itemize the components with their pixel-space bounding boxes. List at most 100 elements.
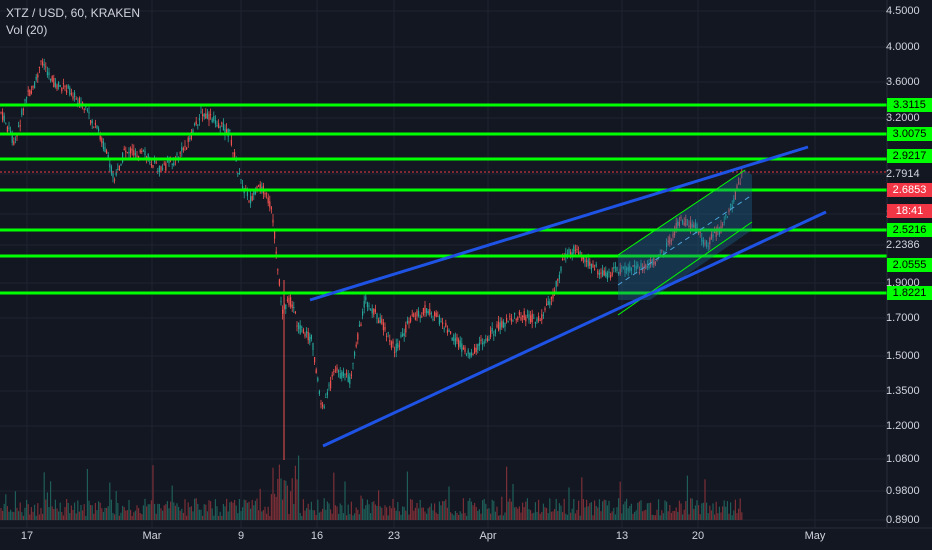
- volume-bar: [61, 511, 63, 520]
- volume-bar: [112, 512, 114, 520]
- candle-body: [270, 207, 272, 210]
- volume-bar: [514, 507, 516, 520]
- y-tick: 2.7914: [886, 168, 920, 180]
- candle-body: [685, 218, 687, 226]
- candle-body: [355, 344, 357, 347]
- candle-body: [114, 179, 116, 181]
- volume-bar: [464, 512, 466, 520]
- volume-bar: [42, 513, 44, 520]
- volume-bar: [318, 512, 320, 520]
- candle-body: [0, 112, 2, 114]
- symbol-title[interactable]: XTZ / USD, 60, KRAKEN: [6, 6, 141, 20]
- volume-bar: [338, 513, 340, 520]
- volume-bar: [414, 507, 416, 520]
- candle-body: [91, 120, 93, 124]
- volume-bar: [27, 504, 29, 520]
- candle-body: [573, 246, 575, 254]
- volume-bar: [182, 512, 184, 520]
- candle-body: [38, 66, 40, 68]
- candle-body: [133, 150, 135, 156]
- candle-body: [232, 152, 234, 154]
- volume-bar: [472, 505, 474, 520]
- volume-bar: [576, 509, 578, 520]
- volume-bar: [205, 504, 207, 520]
- candle-body: [546, 303, 548, 306]
- candle-body: [194, 123, 196, 125]
- candle-body: [619, 268, 621, 275]
- candle-body: [490, 330, 492, 337]
- volume-bar: [26, 499, 28, 520]
- candle-body: [90, 120, 92, 124]
- volume-bar: [102, 511, 104, 520]
- candle-body: [674, 229, 676, 236]
- volume-bar: [419, 499, 421, 520]
- volume-bar: [302, 499, 304, 520]
- volume-bar: [267, 506, 269, 520]
- candle-body: [456, 337, 458, 342]
- candle-body: [72, 96, 74, 99]
- volume-bar: [77, 500, 79, 520]
- candle-body: [582, 256, 584, 260]
- candle-body: [18, 126, 20, 128]
- volume-bar: [192, 511, 194, 520]
- candle-body: [320, 402, 322, 405]
- volume-bar: [474, 502, 476, 520]
- volume-bar: [350, 501, 352, 520]
- blue-trend-lines[interactable]: [309, 145, 827, 448]
- candle-body: [11, 135, 13, 143]
- volume-bar: [568, 487, 570, 520]
- volume-bar: [642, 511, 644, 520]
- volume-bar: [262, 510, 264, 520]
- volume-indicator-title[interactable]: Vol (20): [6, 23, 48, 37]
- candle-body: [493, 334, 495, 336]
- candle-body: [299, 325, 301, 334]
- candle-body: [197, 124, 199, 126]
- volume-bar: [70, 505, 72, 520]
- candle-body: [198, 118, 200, 121]
- volume-bar: [210, 501, 212, 520]
- candle-body: [269, 201, 271, 208]
- candle-body: [411, 314, 413, 316]
- volume-bar: [53, 508, 55, 520]
- volume-bar: [206, 511, 208, 520]
- volume-bar: [509, 498, 511, 520]
- candle-body: [677, 221, 679, 226]
- candle-body: [451, 337, 453, 341]
- volume-bar: [198, 509, 200, 520]
- candle-body: [328, 384, 330, 386]
- candle-body: [670, 240, 672, 242]
- volume-bar: [243, 499, 245, 520]
- volume-bar: [539, 513, 541, 520]
- x-tick: 23: [387, 530, 401, 542]
- candle-body: [322, 404, 324, 407]
- candle-body: [234, 152, 236, 157]
- candle-body: [739, 183, 741, 185]
- volume-bar: [232, 502, 234, 520]
- candle-body: [142, 150, 144, 152]
- volume-bar: [406, 471, 408, 520]
- candle-body: [462, 347, 464, 350]
- volume-bar: [90, 504, 92, 520]
- volume-bar: [579, 515, 581, 520]
- candle-body: [475, 347, 477, 353]
- volume-bar: [726, 501, 728, 520]
- candle-body: [645, 264, 647, 269]
- volume-bar: [203, 504, 205, 520]
- candle-body: [424, 305, 426, 314]
- candle-body: [325, 396, 327, 398]
- volume-bar: [411, 499, 413, 520]
- candle-body: [533, 317, 535, 319]
- volume-bar: [634, 511, 636, 520]
- candle-body: [400, 334, 402, 338]
- volume-bar: [661, 510, 663, 520]
- candle-body: [29, 90, 31, 97]
- volume-bar: [682, 514, 684, 520]
- candle-body: [640, 263, 642, 268]
- volume-bar: [166, 501, 168, 520]
- candle-body: [576, 248, 578, 250]
- candle-body: [363, 300, 365, 308]
- volume-bar: [405, 510, 407, 520]
- candle-body: [98, 128, 100, 131]
- candle-body: [242, 185, 244, 189]
